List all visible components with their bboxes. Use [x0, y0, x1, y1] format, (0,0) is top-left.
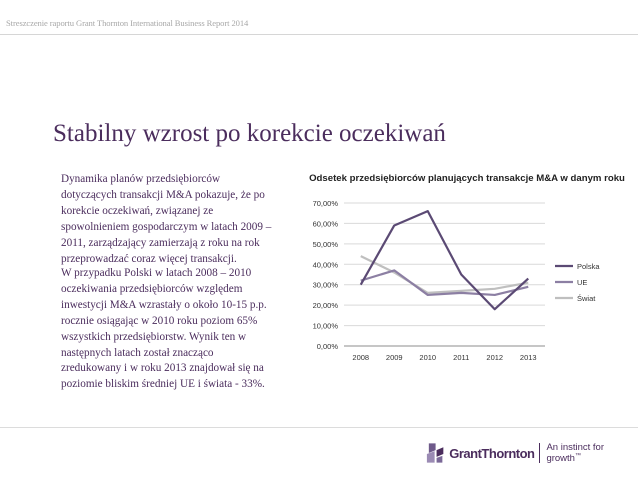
- x-tick-label: 2012: [486, 353, 503, 362]
- body-paragraph-1: Dynamika planów przedsiębiorców dotycząc…: [61, 173, 272, 265]
- series-line-ue: [360, 269, 529, 297]
- y-tick-label: 10,00%: [313, 322, 339, 331]
- body-paragraph-2: W przypadku Polski w latach 2008 – 2010 …: [61, 267, 267, 391]
- chart-title: Odsetek przedsiębiorców planujących tran…: [309, 173, 625, 184]
- grant-thornton-mark-icon: [426, 443, 444, 463]
- y-tick-label: 40,00%: [313, 260, 339, 269]
- x-tick-label: 2013: [520, 353, 537, 362]
- footer-divider: [0, 427, 638, 428]
- series-line-polska: [359, 210, 529, 311]
- trademark-symbol: ™: [574, 452, 581, 459]
- y-tick-label: 20,00%: [313, 301, 339, 310]
- y-tick-label: 30,00%: [313, 281, 339, 290]
- legend-label: Świat: [577, 294, 596, 303]
- y-tick-label: 70,00%: [313, 199, 339, 208]
- legend-label: Polska: [577, 262, 600, 271]
- y-tick-label: 50,00%: [313, 240, 339, 249]
- brand-name: GrantThornton: [449, 445, 535, 461]
- series-line-świat: [360, 255, 529, 294]
- x-tick-label: 2009: [386, 353, 403, 362]
- brand-tagline: An instinct for growth™: [546, 442, 638, 464]
- header-divider: [0, 34, 638, 35]
- x-tick-label: 2008: [352, 353, 369, 362]
- page-title: Stabilny wzrost po korekcie oczekiwań: [53, 120, 446, 147]
- tagline-text: An instinct for growth: [546, 441, 605, 465]
- y-tick-label: 60,00%: [313, 219, 339, 228]
- y-tick-label: 0,00%: [317, 342, 339, 351]
- report-header: Streszczenie raportu Grant Thornton Inte…: [6, 18, 249, 28]
- legend-label: UE: [577, 278, 587, 287]
- logo-separator: [539, 443, 541, 463]
- x-tick-label: 2011: [453, 353, 469, 362]
- x-tick-label: 2010: [419, 353, 436, 362]
- grant-thornton-logo: GrantThornton An instinct for growth™: [424, 441, 638, 465]
